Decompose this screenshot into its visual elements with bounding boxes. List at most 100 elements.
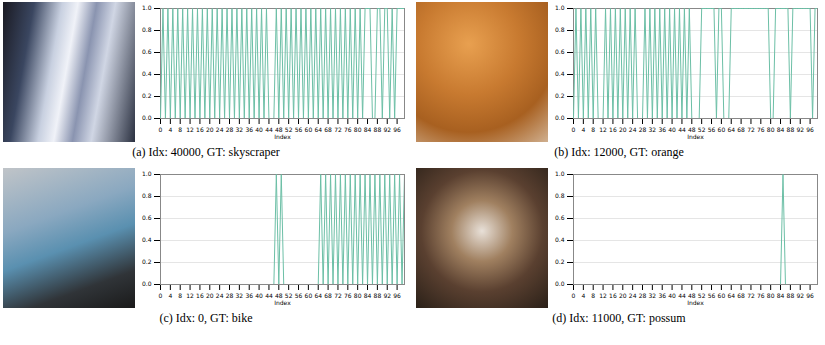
svg-text:0: 0 xyxy=(571,292,575,299)
svg-text:12: 12 xyxy=(599,292,607,299)
svg-text:68: 68 xyxy=(737,126,745,133)
svg-text:64: 64 xyxy=(727,292,735,299)
svg-text:96: 96 xyxy=(806,292,814,299)
svg-text:56: 56 xyxy=(294,126,302,133)
svg-text:1.0: 1.0 xyxy=(554,170,564,177)
svg-text:12: 12 xyxy=(186,126,194,133)
svg-text:0.4: 0.4 xyxy=(141,236,151,243)
svg-text:0.6: 0.6 xyxy=(554,48,564,55)
svg-text:72: 72 xyxy=(334,126,342,133)
svg-text:16: 16 xyxy=(609,126,617,133)
svg-text:88: 88 xyxy=(373,126,381,133)
svg-text:24: 24 xyxy=(215,292,223,299)
svg-text:64: 64 xyxy=(727,126,735,133)
svg-text:Index: Index xyxy=(274,133,291,140)
svg-text:60: 60 xyxy=(304,126,312,133)
svg-text:76: 76 xyxy=(756,292,764,299)
svg-text:0.8: 0.8 xyxy=(554,192,564,199)
svg-text:Index: Index xyxy=(274,299,291,306)
svg-text:92: 92 xyxy=(383,292,391,299)
svg-text:0: 0 xyxy=(158,292,162,299)
svg-text:16: 16 xyxy=(609,292,617,299)
svg-text:88: 88 xyxy=(373,292,381,299)
svg-text:4: 4 xyxy=(168,126,172,133)
svg-text:0.2: 0.2 xyxy=(554,258,564,265)
svg-text:76: 76 xyxy=(343,126,351,133)
svg-text:28: 28 xyxy=(638,292,646,299)
svg-text:96: 96 xyxy=(393,292,401,299)
svg-text:28: 28 xyxy=(225,126,233,133)
svg-text:36: 36 xyxy=(658,292,666,299)
svg-text:88: 88 xyxy=(786,126,794,133)
svg-text:8: 8 xyxy=(591,126,595,133)
svg-text:0.6: 0.6 xyxy=(141,48,151,55)
svg-text:0: 0 xyxy=(571,126,575,133)
svg-text:32: 32 xyxy=(648,126,656,133)
svg-text:40: 40 xyxy=(255,126,263,133)
svg-text:44: 44 xyxy=(678,126,686,133)
svg-text:0.6: 0.6 xyxy=(554,214,564,221)
svg-text:20: 20 xyxy=(618,292,626,299)
svg-text:32: 32 xyxy=(235,292,243,299)
svg-text:24: 24 xyxy=(215,126,223,133)
svg-text:72: 72 xyxy=(747,126,755,133)
svg-text:1.0: 1.0 xyxy=(141,4,151,11)
svg-text:40: 40 xyxy=(255,292,263,299)
svg-text:Index: Index xyxy=(687,299,704,306)
svg-text:60: 60 xyxy=(717,292,725,299)
svg-text:84: 84 xyxy=(363,126,371,133)
svg-text:0.0: 0.0 xyxy=(554,280,564,287)
svg-text:68: 68 xyxy=(737,292,745,299)
svg-text:0.2: 0.2 xyxy=(554,92,564,99)
svg-text:72: 72 xyxy=(334,292,342,299)
svg-text:32: 32 xyxy=(648,292,656,299)
svg-text:0.8: 0.8 xyxy=(141,192,151,199)
svg-text:80: 80 xyxy=(353,126,361,133)
svg-text:40: 40 xyxy=(668,126,676,133)
svg-text:4: 4 xyxy=(168,292,172,299)
svg-text:20: 20 xyxy=(205,126,213,133)
svg-text:24: 24 xyxy=(628,292,636,299)
svg-text:20: 20 xyxy=(205,292,213,299)
svg-text:80: 80 xyxy=(353,292,361,299)
svg-text:44: 44 xyxy=(265,126,273,133)
svg-text:44: 44 xyxy=(678,292,686,299)
svg-text:92: 92 xyxy=(383,126,391,133)
svg-text:32: 32 xyxy=(235,126,243,133)
svg-text:0.8: 0.8 xyxy=(141,26,151,33)
svg-text:0: 0 xyxy=(158,126,162,133)
svg-text:4: 4 xyxy=(581,126,585,133)
svg-text:60: 60 xyxy=(717,126,725,133)
svg-text:12: 12 xyxy=(599,126,607,133)
svg-text:88: 88 xyxy=(786,292,794,299)
svg-text:0.0: 0.0 xyxy=(141,280,151,287)
svg-text:28: 28 xyxy=(638,126,646,133)
svg-text:68: 68 xyxy=(324,126,332,133)
svg-text:Index: Index xyxy=(687,133,704,140)
svg-text:64: 64 xyxy=(314,292,322,299)
svg-text:68: 68 xyxy=(324,292,332,299)
svg-text:84: 84 xyxy=(776,292,784,299)
svg-text:60: 60 xyxy=(304,292,312,299)
svg-text:40: 40 xyxy=(668,292,676,299)
svg-text:36: 36 xyxy=(245,292,253,299)
svg-text:1.0: 1.0 xyxy=(141,170,151,177)
svg-text:0.4: 0.4 xyxy=(141,70,151,77)
svg-text:0.0: 0.0 xyxy=(141,114,151,121)
svg-text:96: 96 xyxy=(393,126,401,133)
svg-text:8: 8 xyxy=(591,292,595,299)
svg-text:36: 36 xyxy=(245,126,253,133)
svg-text:76: 76 xyxy=(343,292,351,299)
svg-text:0.4: 0.4 xyxy=(554,70,564,77)
svg-text:0.0: 0.0 xyxy=(554,114,564,121)
svg-text:1.0: 1.0 xyxy=(554,4,564,11)
svg-text:44: 44 xyxy=(265,292,273,299)
svg-text:12: 12 xyxy=(186,292,194,299)
svg-text:4: 4 xyxy=(581,292,585,299)
svg-text:0.6: 0.6 xyxy=(141,214,151,221)
svg-text:84: 84 xyxy=(776,126,784,133)
svg-text:84: 84 xyxy=(363,292,371,299)
svg-text:64: 64 xyxy=(314,126,322,133)
svg-text:76: 76 xyxy=(756,126,764,133)
svg-text:56: 56 xyxy=(707,292,715,299)
